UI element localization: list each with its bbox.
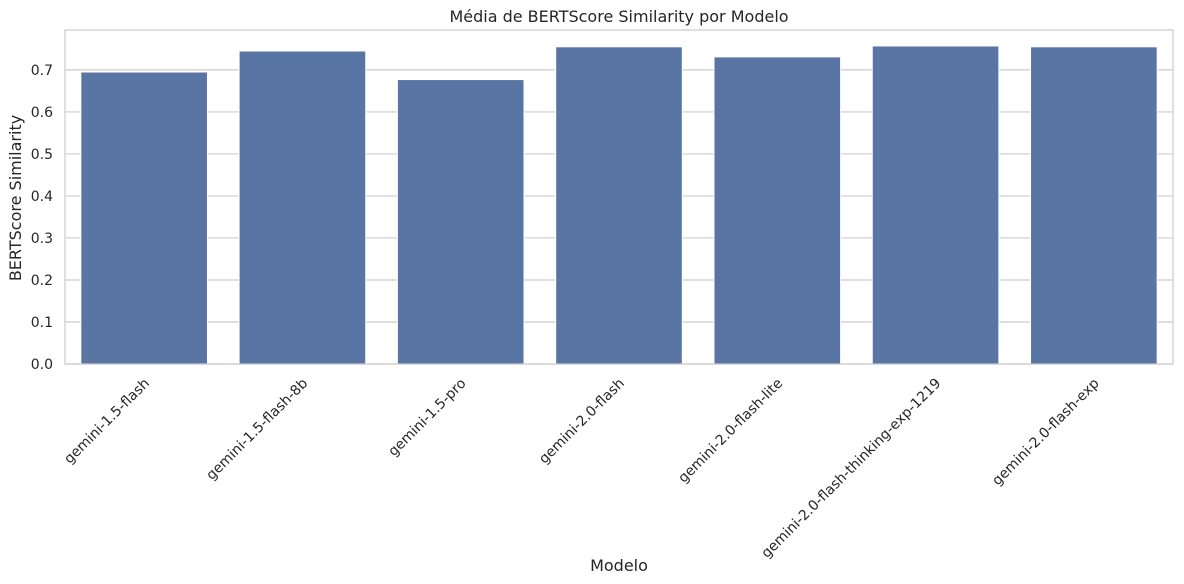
bar-gemini-1.5-pro xyxy=(396,79,525,365)
x-axis-title: Modelo xyxy=(590,556,648,575)
x-tick-label: gemini-2.0-flash xyxy=(536,376,628,468)
y-tick-label: 0.4 xyxy=(31,189,53,205)
x-tick-label: gemini-1.5-pro xyxy=(385,376,469,460)
bar-gemini-2.0-flash xyxy=(555,46,683,365)
x-tick-label: gemini-1.5-flash-8b xyxy=(203,375,311,483)
bar-gemini-1.5-flash-8b xyxy=(238,50,367,365)
x-tick-label: gemini-2.0-flash-thinking-exp-1219 xyxy=(758,376,944,562)
chart-title: Média de BERTScore Similarity por Modelo xyxy=(449,7,788,26)
plot-frame xyxy=(64,29,1174,365)
y-tick-label: 0.5 xyxy=(31,147,53,163)
y-tick-label: 0.3 xyxy=(31,231,53,247)
y-axis-title: BERTScore Similarity xyxy=(6,115,25,281)
bars xyxy=(80,45,1158,365)
bar-gemini-1.5-flash xyxy=(80,71,208,365)
y-tick-label: 0.1 xyxy=(31,315,53,331)
x-tick-label: gemini-2.0-flash-lite xyxy=(675,376,786,487)
bar-gemini-2.0-flash-thinking-exp-1219 xyxy=(871,45,1000,365)
x-tick-label: gemini-2.0-flash-exp xyxy=(989,375,1102,488)
y-tick-label: 0.0 xyxy=(31,357,53,373)
y-tick-label: 0.7 xyxy=(31,63,53,79)
bar-gemini-2.0-flash-lite xyxy=(713,56,842,365)
y-tick-labels: 0.0 0.1 0.2 0.3 0.4 0.5 0.6 0.7 xyxy=(31,63,53,373)
y-tick-label: 0.6 xyxy=(31,105,53,121)
x-tick-labels: gemini-1.5-flash gemini-1.5-flash-8b gemin… xyxy=(61,375,1103,561)
bar-gemini-2.0-flash-exp xyxy=(1030,46,1158,365)
y-tick-label: 0.2 xyxy=(31,273,53,289)
x-tick-label: gemini-1.5-flash xyxy=(61,376,153,468)
